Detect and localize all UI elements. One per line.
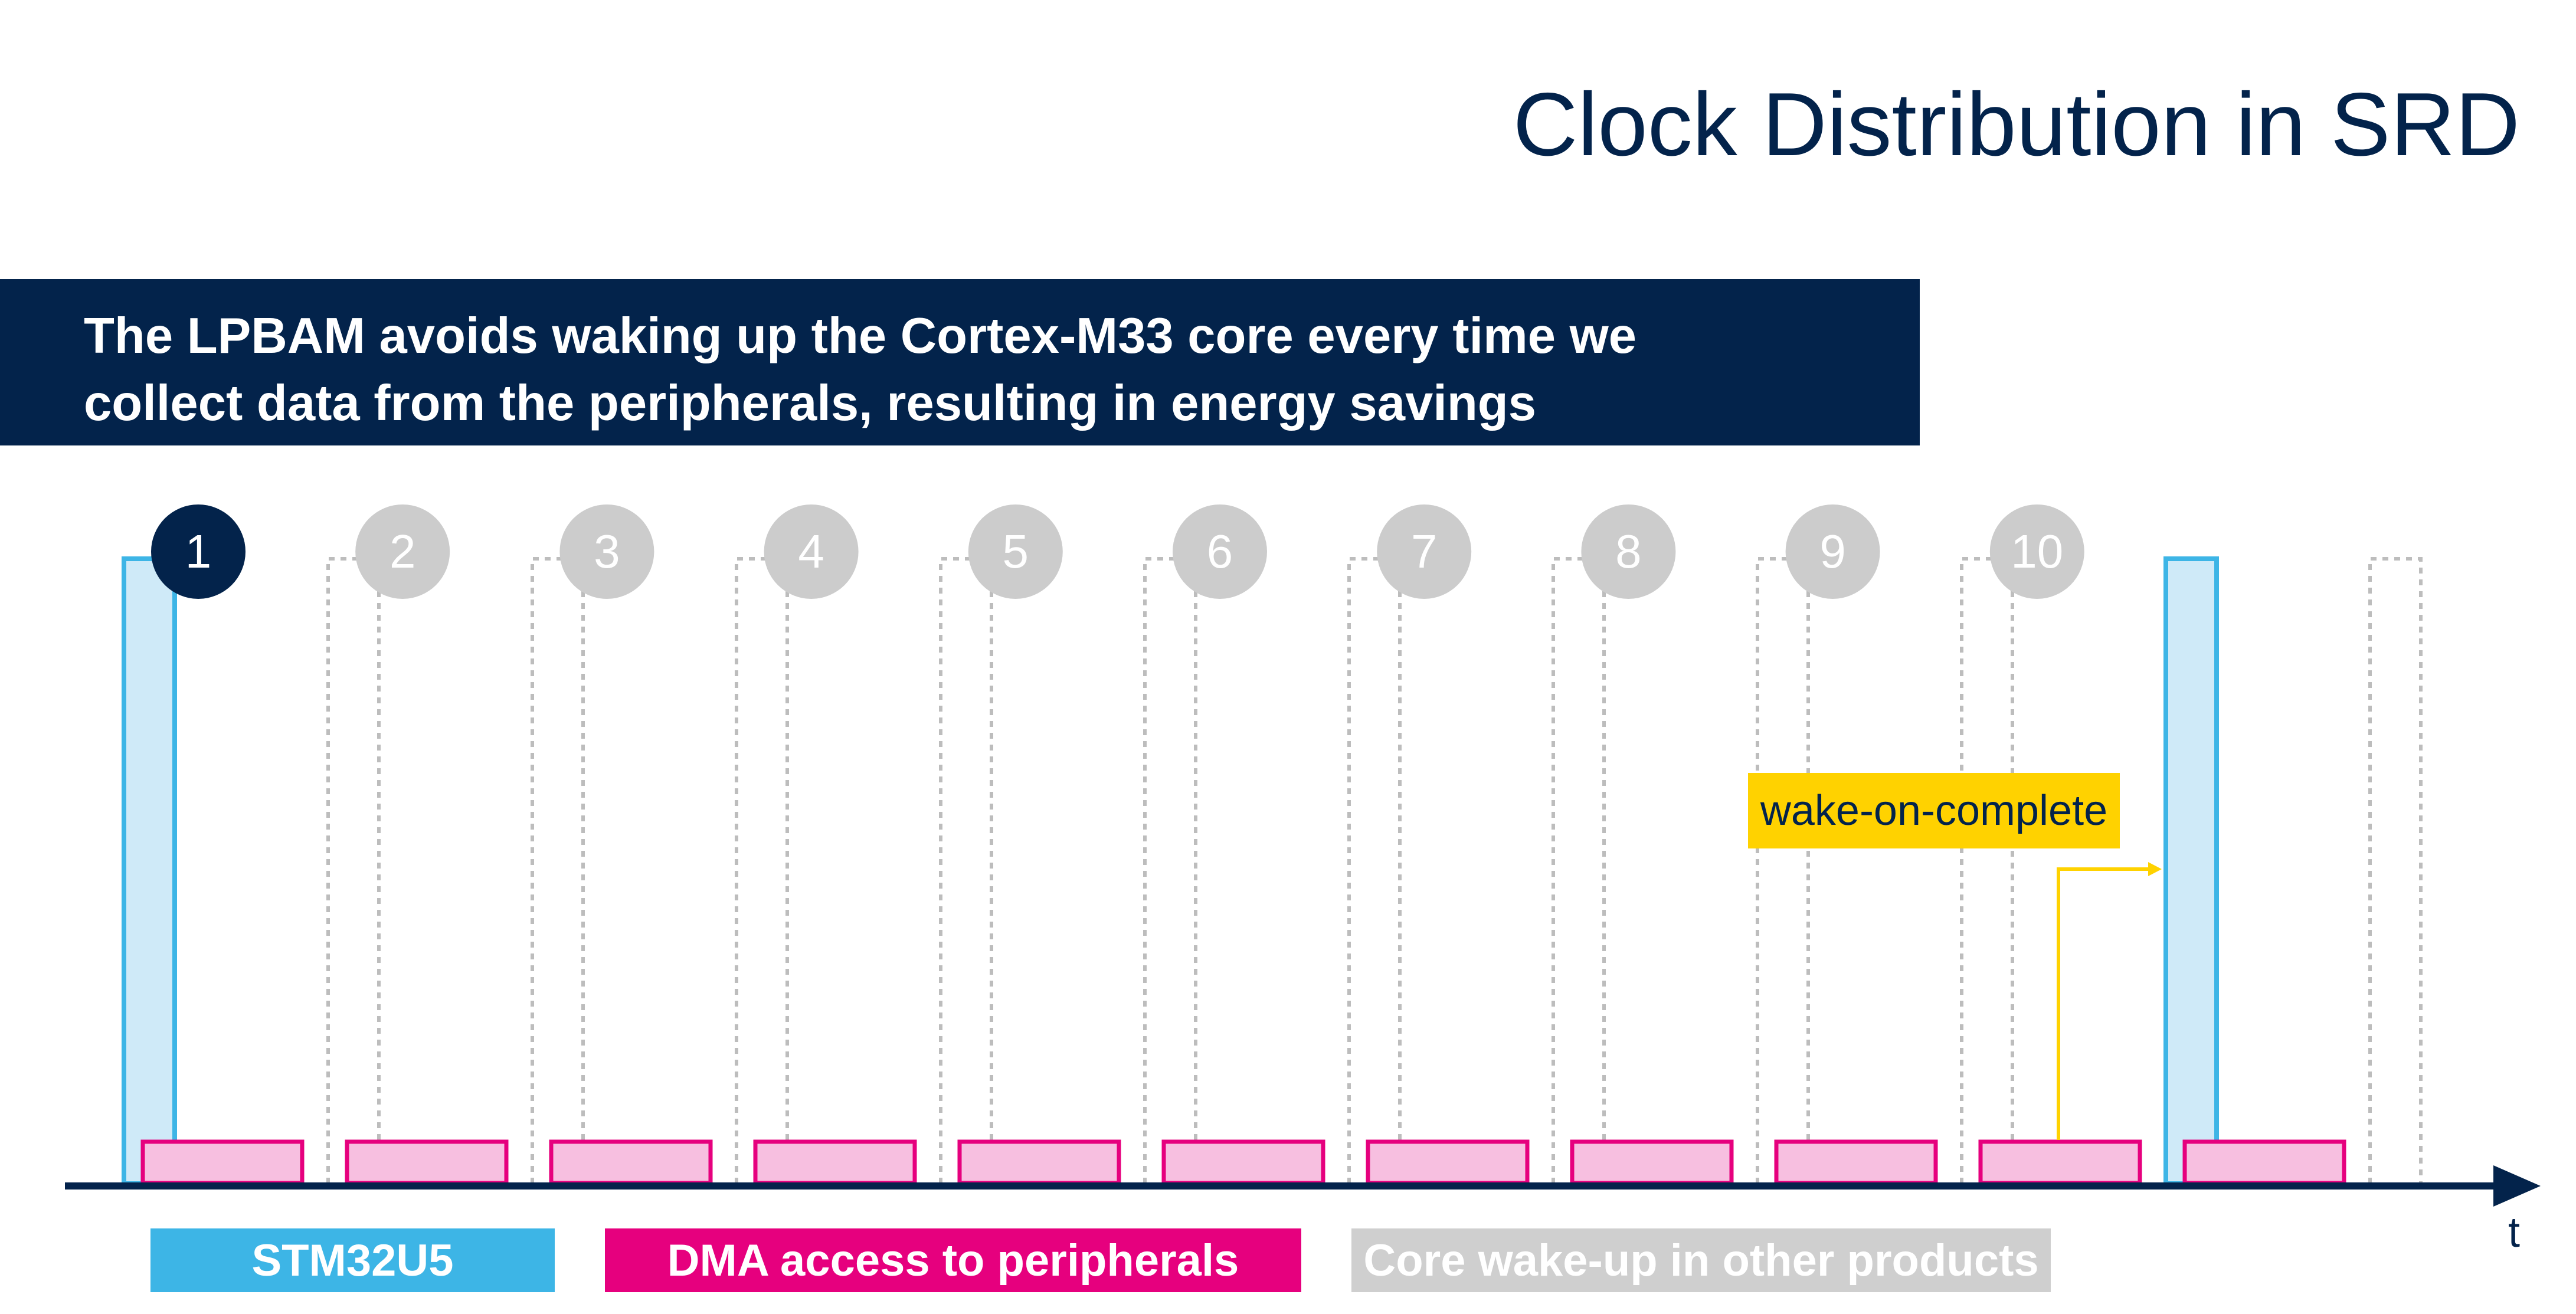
- dma-access-block: [1366, 1139, 1530, 1185]
- dma-access-block: [2182, 1139, 2346, 1185]
- step-marker-7: [1377, 504, 1472, 599]
- dma-access-block: [345, 1139, 509, 1185]
- dma-access-block: [140, 1139, 305, 1185]
- legend-core-wakeup: Core wake-up in other products: [1351, 1228, 2051, 1292]
- step-markers: 1 2 3 4 5 6 7 8 9 10: [151, 504, 2084, 599]
- core-wakeup-pulses: [326, 557, 2423, 1184]
- wake-on-complete-arrowhead: [2148, 862, 2162, 876]
- dma-access-block: [1978, 1139, 2142, 1185]
- core-wakeup-pulse: [531, 557, 585, 1184]
- core-wakeup-pulse: [939, 557, 993, 1184]
- step-marker-1: [151, 504, 246, 599]
- core-wakeup-pulse: [1143, 557, 1197, 1184]
- dma-access-block: [1161, 1139, 1325, 1185]
- step-number-3: 3: [594, 525, 620, 578]
- banner-line-1: The LPBAM avoids waking up the Cortex-M3…: [84, 308, 1636, 364]
- core-wakeup-pulse: [2368, 557, 2423, 1184]
- step-marker-4: [764, 504, 859, 599]
- stm32u5-wakeup-pulse: [122, 556, 177, 1186]
- time-axis-label: t: [2508, 1209, 2521, 1256]
- core-wakeup-pulse: [326, 557, 381, 1184]
- step-marker-2: [355, 504, 450, 599]
- core-wakeup-pulse: [1347, 557, 1402, 1184]
- banner-line-2: collect data from the peripherals, resul…: [84, 375, 1536, 431]
- core-wakeup-pulse: [1756, 557, 1810, 1184]
- stm32u5-wakeups: [122, 556, 2219, 1186]
- summary-banner: The LPBAM avoids waking up the Cortex-M3…: [0, 279, 1920, 445]
- legend-dma-access: DMA access to peripherals: [605, 1228, 1301, 1292]
- core-wakeup-pulse: [735, 557, 789, 1184]
- legend-stm32u5: STM32U5: [150, 1228, 555, 1292]
- step-number-6: 6: [1207, 525, 1233, 578]
- step-marker-8: [1581, 504, 1676, 599]
- dma-access-block: [753, 1139, 917, 1185]
- step-number-9: 9: [1819, 525, 1846, 578]
- step-number-10: 10: [2011, 525, 2063, 578]
- core-wakeup-pulse: [1960, 557, 2014, 1184]
- step-number-1: 1: [185, 525, 212, 578]
- step-marker-9: [1785, 504, 1880, 599]
- step-marker-5: [968, 504, 1063, 599]
- step-number-5: 5: [1003, 525, 1029, 578]
- wake-on-complete-label: wake-on-complete: [1748, 773, 2120, 848]
- step-number-8: 8: [1615, 525, 1642, 578]
- step-marker-6: [1173, 504, 1267, 599]
- step-marker-10: [1989, 504, 2084, 599]
- dma-access-blocks: [140, 1139, 2346, 1185]
- step-marker-3: [559, 504, 654, 599]
- dma-access-block: [1570, 1139, 1734, 1185]
- dma-access-block: [957, 1139, 1121, 1185]
- time-axis-arrowhead: [2493, 1165, 2541, 1207]
- step-number-4: 4: [798, 525, 824, 578]
- dma-access-block: [549, 1139, 713, 1185]
- wake-on-complete-arrow: [2057, 867, 2151, 1140]
- step-number-2: 2: [389, 525, 416, 578]
- step-number-7: 7: [1411, 525, 1438, 578]
- dma-access-block: [1774, 1139, 1938, 1185]
- stm32u5-wakeup-pulse: [2163, 556, 2219, 1186]
- page-title: Clock Distribution in SRD: [1513, 74, 2520, 175]
- core-wakeup-pulse: [1552, 557, 1606, 1184]
